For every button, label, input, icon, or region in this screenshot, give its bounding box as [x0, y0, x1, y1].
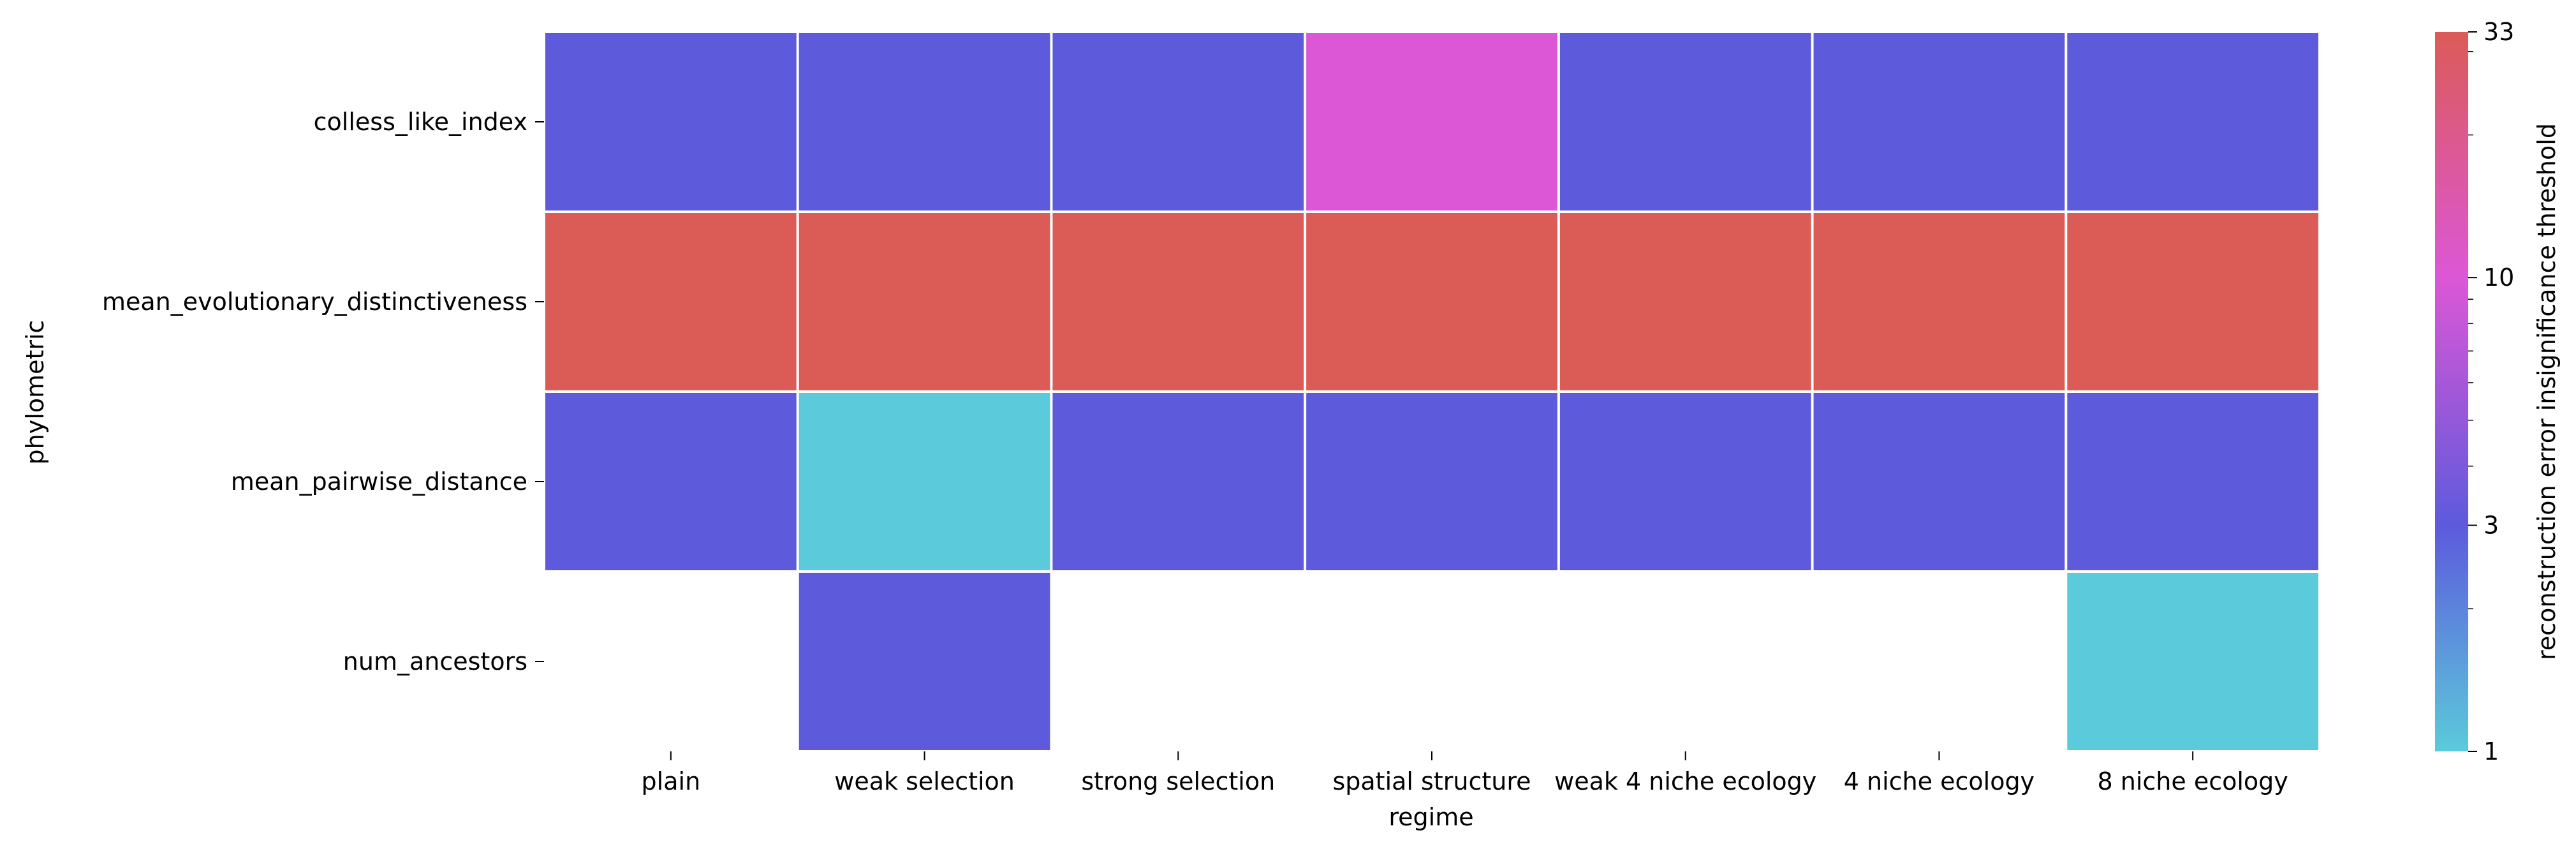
x-tick-label: 4 niche ecology	[1844, 767, 2035, 795]
colorbar-ticks: 1 3 10 33	[2468, 18, 2514, 765]
x-tick-label: strong selection	[1081, 767, 1275, 795]
heatmap-cell	[1306, 33, 1557, 210]
heatmap-cell	[1559, 33, 1811, 210]
heatmap-cell	[1306, 213, 1557, 390]
heatmap-cell	[1052, 213, 1304, 390]
heatmap-cell	[545, 33, 797, 210]
heatmap-cell	[2067, 393, 2318, 570]
heatmap-cell	[1813, 213, 2065, 390]
heatmap-cell	[799, 33, 1050, 210]
x-tick-label: spatial structure	[1332, 767, 1531, 795]
colorbar-tick-label: 10	[2484, 263, 2514, 291]
y-axis-label: phylometric	[21, 320, 49, 465]
y-tick-label: colless_like_index	[314, 108, 527, 136]
heatmap-cell	[2067, 33, 2318, 210]
colorbar: 1 3 10 33 reconstruction error insignifican…	[2435, 18, 2561, 765]
colorbar-label: reconstruction error insignificance thre…	[2533, 123, 2561, 660]
heatmap-cell	[1559, 393, 1811, 570]
heatmap-cell	[1813, 33, 2065, 210]
x-axis-label: regime	[1388, 803, 1473, 831]
heatmap-cells	[545, 33, 2318, 750]
colorbar-tick-label: 1	[2484, 737, 2499, 765]
x-axis-ticks: plain weak selection strong selection spati…	[642, 751, 2288, 795]
colorbar-gradient	[2435, 32, 2468, 751]
x-tick-label: plain	[642, 767, 701, 795]
colorbar-tick-label: 33	[2484, 18, 2514, 46]
heatmap-cell	[1052, 33, 1304, 210]
y-tick-label: num_ancestors	[343, 647, 527, 675]
y-axis-ticks: colless_like_index mean_evolutionary_dist…	[102, 108, 544, 675]
heatmap-cell	[545, 393, 797, 570]
x-tick-label: 8 niche ecology	[2098, 767, 2288, 795]
colorbar-tick-label: 3	[2484, 512, 2499, 540]
y-tick-label: mean_pairwise_distance	[231, 468, 527, 496]
heatmap-cell	[2067, 573, 2318, 750]
heatmap-cell	[799, 573, 1050, 750]
x-tick-label: weak selection	[834, 767, 1015, 795]
heatmap-cell	[1813, 393, 2065, 570]
heatmap-cell	[799, 393, 1050, 570]
heatmap-cell	[1306, 393, 1557, 570]
heatmap-cell	[545, 213, 797, 390]
y-tick-label: mean_evolutionary_distinctiveness	[102, 288, 527, 316]
x-tick-label: weak 4 niche ecology	[1554, 767, 1816, 795]
heatmap-cell	[799, 213, 1050, 390]
heatmap-cell	[2067, 213, 2318, 390]
heatmap-cell	[1559, 213, 1811, 390]
heatmap-cell	[1052, 393, 1304, 570]
